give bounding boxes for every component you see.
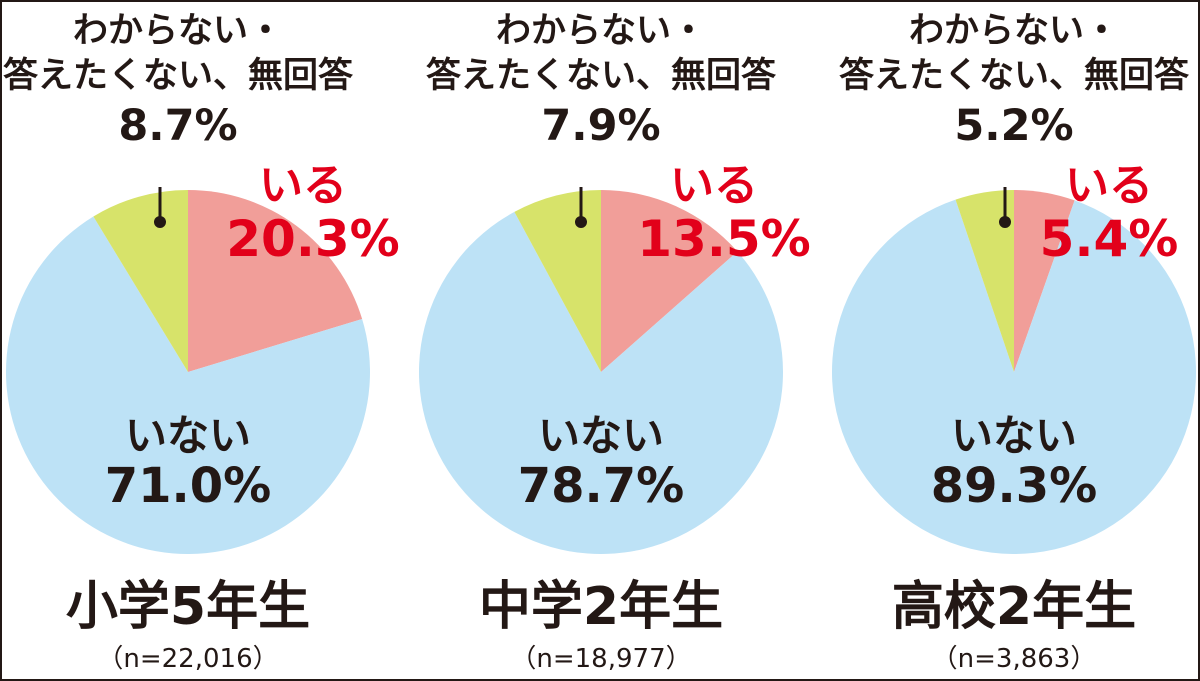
slice-iru bbox=[188, 190, 363, 372]
slice-inai bbox=[418, 211, 783, 554]
unknown-leader-dot bbox=[999, 216, 1011, 228]
iru-value: 13.5% bbox=[637, 210, 810, 268]
slice-unknown bbox=[93, 190, 188, 372]
slice-iru bbox=[601, 190, 738, 372]
iru-value: 5.4% bbox=[1040, 210, 1179, 268]
slice-iru bbox=[1014, 190, 1075, 372]
slice-unknown bbox=[955, 190, 1014, 372]
grade-title: 小学5年生 bbox=[66, 577, 310, 637]
grade-title: 高校2年生 bbox=[892, 577, 1136, 637]
iru-value: 20.3% bbox=[226, 210, 399, 268]
pie-group-elementary-5: わからない・ 答えたくない、無回答 8.7% いる 20.3% いない 71.0… bbox=[3, 11, 400, 674]
sample-size: （n=3,863） bbox=[932, 644, 1097, 674]
slice-inai bbox=[5, 216, 370, 554]
pie-group-junior-high-2: わからない・ 答えたくない、無回答 7.9% いる 13.5% いない 78.7… bbox=[418, 11, 811, 674]
inai-value: 89.3% bbox=[931, 458, 1098, 514]
unknown-label-line2: 答えたくない、無回答 bbox=[839, 56, 1190, 96]
inai-label: いない bbox=[538, 411, 664, 460]
unknown-label-line1: わからない・ bbox=[73, 11, 283, 51]
slice-inai bbox=[831, 199, 1196, 555]
unknown-label-line2: 答えたくない、無回答 bbox=[3, 56, 354, 96]
unknown-label-line2: 答えたくない、無回答 bbox=[426, 56, 777, 96]
unknown-value: 8.7% bbox=[118, 101, 237, 151]
inai-label: いない bbox=[125, 411, 251, 460]
unknown-leader-dot bbox=[575, 216, 587, 228]
unknown-leader-dot bbox=[154, 216, 166, 228]
slice-unknown bbox=[514, 190, 601, 372]
iru-label: いる bbox=[1065, 160, 1153, 211]
inai-label: いない bbox=[951, 411, 1077, 460]
sample-size: （n=22,016） bbox=[97, 644, 278, 674]
iru-label: いる bbox=[670, 160, 758, 211]
pie-group-high-school-2: わからない・ 答えたくない、無回答 5.2% いる 5.4% いない 89.3%… bbox=[831, 11, 1196, 674]
grade-title: 中学2年生 bbox=[479, 577, 723, 637]
iru-label: いる bbox=[259, 160, 347, 211]
unknown-value: 5.2% bbox=[954, 101, 1073, 151]
unknown-value: 7.9% bbox=[541, 101, 660, 151]
inai-value: 71.0% bbox=[105, 458, 272, 514]
unknown-label-line1: わからない・ bbox=[496, 11, 706, 51]
sample-size: （n=18,977） bbox=[510, 644, 691, 674]
unknown-label-line1: わからない・ bbox=[909, 11, 1119, 51]
inai-value: 78.7% bbox=[518, 458, 685, 514]
